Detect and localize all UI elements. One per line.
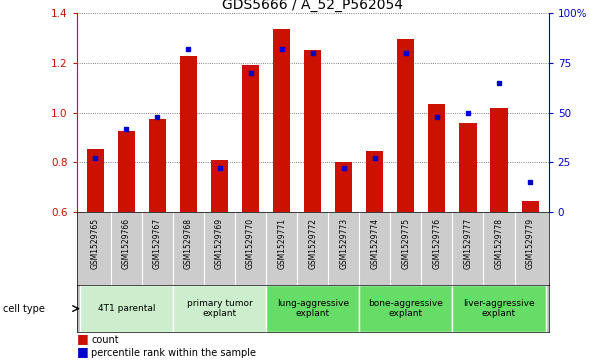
Bar (335, 163, 352, 212)
Bar (428, 104, 445, 212)
Text: lung-aggressive
explant: lung-aggressive explant (277, 299, 349, 318)
Bar (211, 160, 228, 212)
Text: GSM1529765: GSM1529765 (91, 218, 100, 269)
Text: GSM1529776: GSM1529776 (432, 218, 441, 269)
Text: GSM1529768: GSM1529768 (184, 218, 193, 269)
Bar (149, 119, 166, 212)
Text: GSM1529779: GSM1529779 (526, 218, 535, 269)
Bar (80, 285, 173, 332)
Text: GSM1529778: GSM1529778 (494, 218, 503, 269)
Text: GSM1529772: GSM1529772 (308, 218, 317, 269)
Bar (397, 39, 414, 212)
Text: GSM1529773: GSM1529773 (339, 218, 348, 269)
Text: GSM1529769: GSM1529769 (215, 218, 224, 269)
Text: ■: ■ (77, 332, 88, 345)
Bar (359, 285, 453, 332)
Bar (490, 107, 507, 212)
Text: GSM1529767: GSM1529767 (153, 218, 162, 269)
Text: count: count (91, 335, 119, 345)
Text: ■: ■ (77, 344, 88, 358)
Text: 4T1 parental: 4T1 parental (97, 304, 155, 313)
Bar (266, 285, 359, 332)
Text: GSM1529771: GSM1529771 (277, 218, 286, 269)
Text: GSM1529775: GSM1529775 (401, 218, 411, 269)
Bar (460, 123, 477, 212)
Bar (87, 149, 104, 212)
Title: GDS5666 / A_52_P562054: GDS5666 / A_52_P562054 (222, 0, 403, 12)
Bar (522, 201, 539, 212)
Bar (173, 285, 266, 332)
Text: GSM1529777: GSM1529777 (464, 218, 473, 269)
Text: GSM1529774: GSM1529774 (371, 218, 379, 269)
Bar (180, 56, 197, 212)
Text: cell type: cell type (3, 303, 45, 314)
Bar (304, 50, 321, 212)
Bar (242, 65, 259, 212)
Text: bone-aggressive
explant: bone-aggressive explant (368, 299, 443, 318)
Text: GSM1529766: GSM1529766 (122, 218, 131, 269)
Text: liver-aggressive
explant: liver-aggressive explant (463, 299, 535, 318)
Bar (366, 151, 384, 212)
Bar (453, 285, 546, 332)
Bar (273, 29, 290, 212)
Text: GSM1529770: GSM1529770 (246, 218, 255, 269)
Text: percentile rank within the sample: percentile rank within the sample (91, 347, 257, 358)
Bar (118, 131, 135, 212)
Text: primary tumor
explant: primary tumor explant (186, 299, 253, 318)
